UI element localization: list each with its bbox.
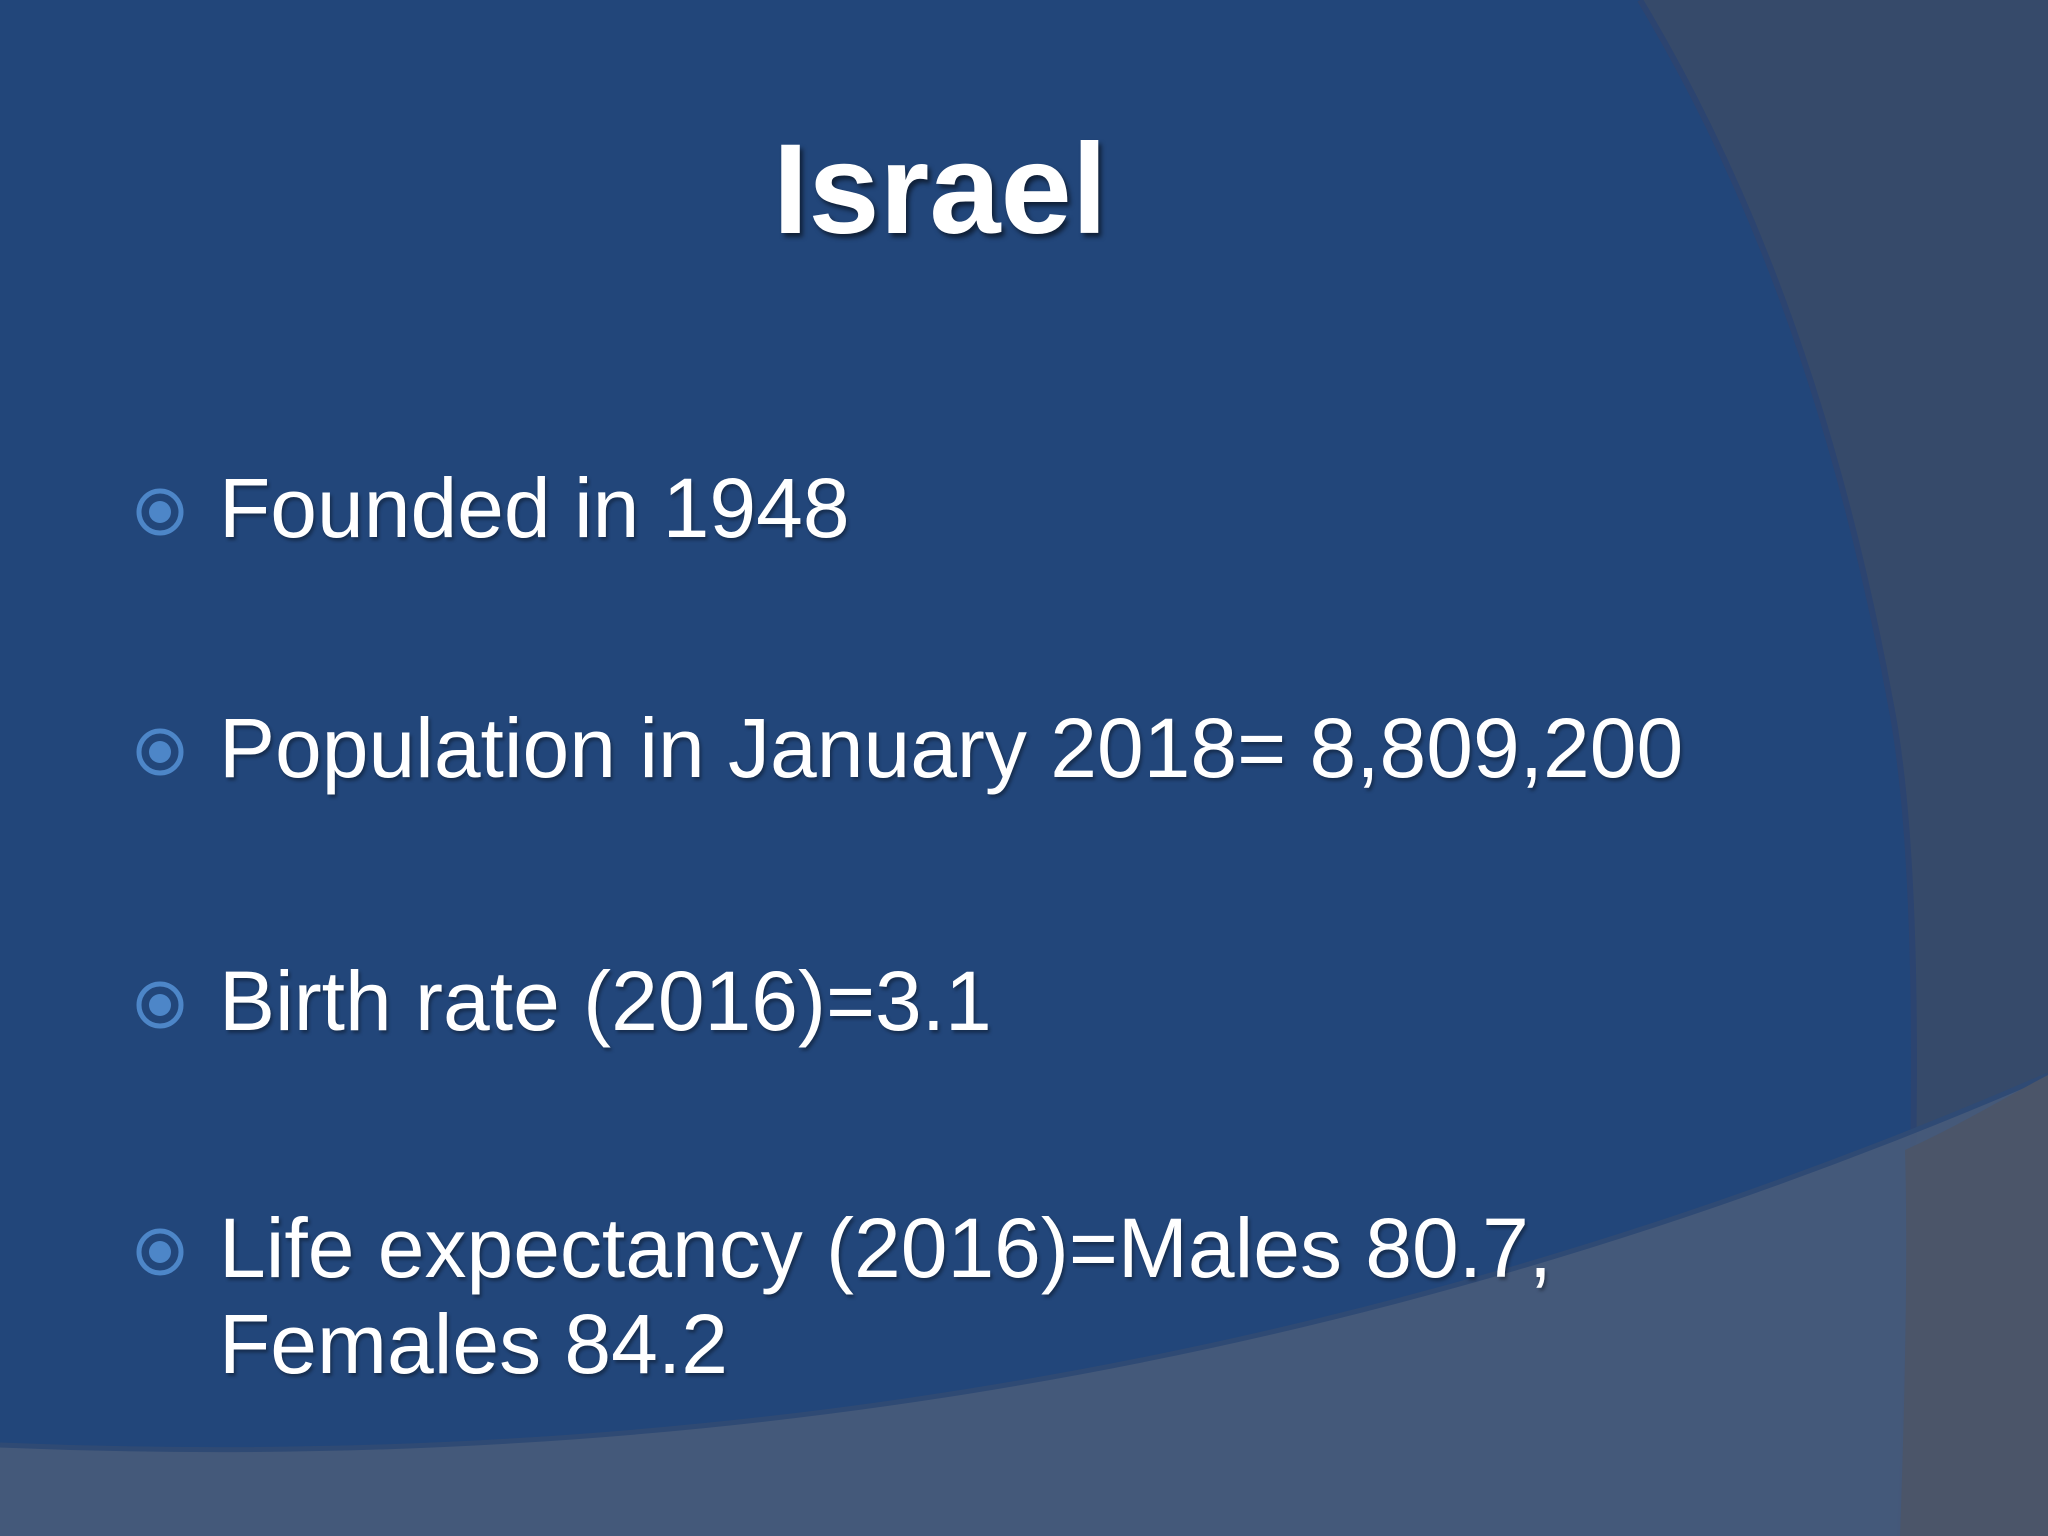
bullseye-bullet-icon [136,1228,184,1276]
bottom-arc-edge [0,1072,2048,1453]
corner-overlap [1900,1075,2048,1536]
bullseye-bullet-icon [136,488,184,536]
bullet-text: Birth rate (2016)=3.1 [219,953,1719,1049]
bullseye-bullet-icon [136,981,184,1029]
bullet-line: Females 84.2 [219,1297,728,1391]
bullet-line: Birth rate (2016)=3.1 [219,954,992,1048]
bottom-arc-band [0,1075,2048,1536]
slide-title: Israel [772,118,1108,261]
bullet-line: Population in January 2018= 8,809,200 [219,701,1684,795]
bullseye-bullet-icon [136,728,184,776]
bullet-text: Population in January 2018= 8,809,200 [219,700,1719,796]
bullet-text: Life expectancy (2016)=Males 80.7, Femal… [219,1200,1719,1392]
bullet-line: Founded in 1948 [219,461,850,555]
bullet-text: Founded in 1948 [219,460,1719,556]
bullet-line: Life expectancy (2016)=Males 80.7, [219,1201,1553,1295]
